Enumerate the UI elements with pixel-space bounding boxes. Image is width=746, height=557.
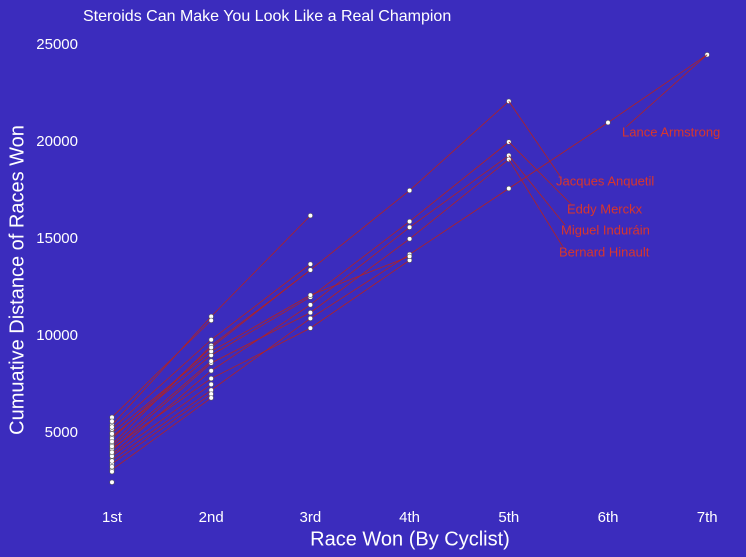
series-line [111, 320, 212, 418]
label-leader [508, 159, 564, 248]
data-point [109, 424, 115, 430]
data-point [109, 438, 115, 445]
x-tick-label: 2nd [199, 509, 224, 526]
x-tick-label: 5th [498, 509, 519, 526]
data-point [307, 292, 314, 298]
series-line [111, 384, 212, 457]
data-point [407, 253, 413, 259]
data-point [307, 310, 314, 316]
series-label: Eddy Merckx [567, 201, 643, 216]
data-point [109, 458, 115, 464]
label-leader [508, 141, 572, 205]
series-line [111, 360, 212, 447]
data-point [109, 449, 115, 455]
series-label: Bernard Hinault [559, 244, 650, 259]
data-point [307, 315, 314, 322]
series-label: Lance Armstrong [622, 124, 720, 139]
data-point [605, 119, 611, 126]
series-line [111, 397, 212, 470]
x-tick-label: 4th [399, 509, 420, 526]
data-point [109, 479, 115, 485]
data-point [407, 187, 413, 194]
data-point [109, 469, 115, 475]
y-tick-label: 15000 [36, 230, 78, 247]
data-point [307, 261, 314, 267]
data-point [208, 395, 214, 401]
data-point [307, 213, 314, 219]
data-point [506, 98, 512, 104]
data-point [307, 302, 314, 308]
series-line [111, 393, 212, 465]
data-point [407, 224, 413, 230]
data-point [208, 368, 214, 374]
data-point [208, 358, 214, 364]
data-point [208, 344, 214, 351]
series-label: Miguel Induráin [561, 222, 650, 237]
data-point [208, 381, 214, 387]
data-point [109, 464, 115, 470]
x-tick-label: 3rd [300, 509, 322, 526]
label-leader [625, 54, 708, 128]
x-tick-label: 6th [598, 509, 619, 526]
y-tick-label: 10000 [36, 327, 78, 344]
series-line [111, 100, 510, 445]
label-leader [508, 101, 561, 177]
series-line [111, 255, 410, 434]
data-point [109, 443, 115, 450]
label-leader [508, 155, 566, 226]
data-point [208, 375, 214, 382]
y-tick-label: 5000 [45, 424, 78, 441]
y-tick-label: 25000 [36, 36, 78, 53]
data-point [506, 185, 512, 192]
data-point [208, 317, 214, 323]
data-point [407, 236, 413, 242]
x-tick-label: 1st [102, 509, 123, 526]
data-point [307, 325, 314, 331]
data-point [307, 267, 314, 273]
data-point [208, 337, 214, 343]
y-tick-label: 20000 [36, 133, 78, 150]
x-tick-label: 7th [697, 509, 718, 526]
y-axis-label: Cumuative Distance of Races Won [6, 125, 28, 435]
chart-title: Steroids Can Make You Look Like a Real C… [83, 8, 451, 25]
data-point [109, 418, 115, 424]
series-label: Jacques Anquetil [556, 173, 654, 188]
series-line [111, 141, 510, 438]
series-line [111, 259, 410, 449]
data-point [109, 431, 115, 437]
x-axis-label: Race Won (By Cyclist) [310, 528, 510, 550]
data-point [407, 218, 413, 225]
